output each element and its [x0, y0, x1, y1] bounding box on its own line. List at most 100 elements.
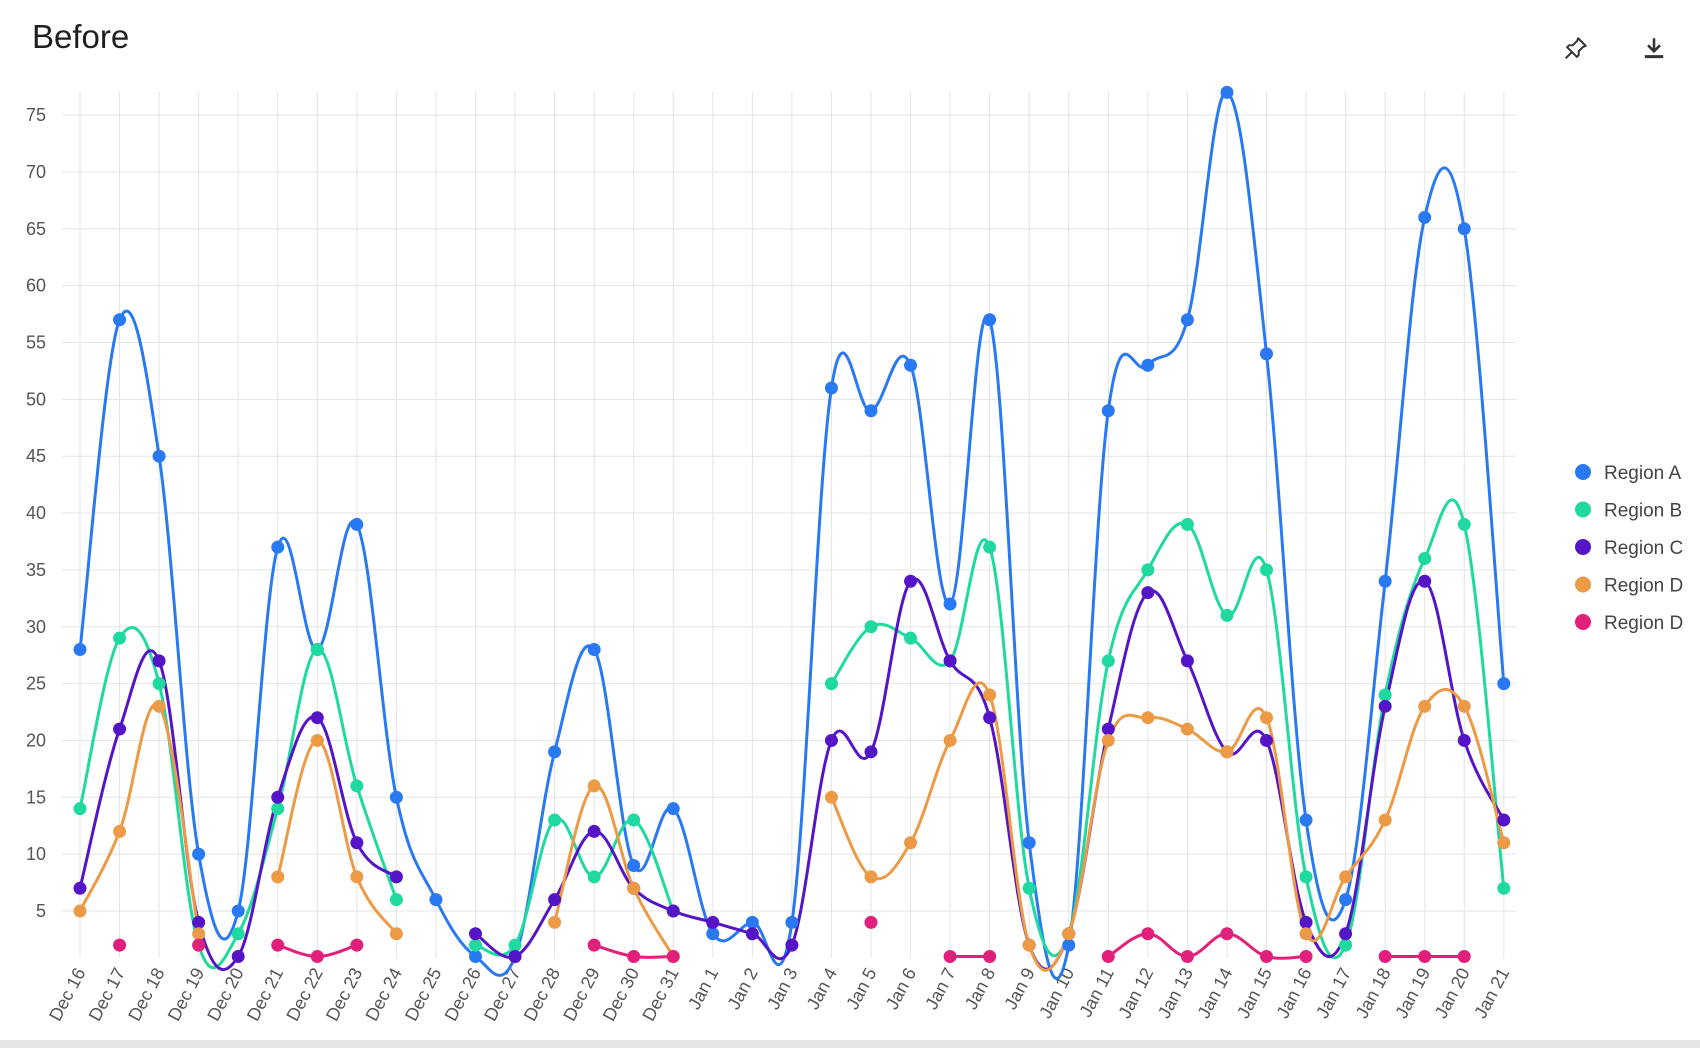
legend-label[interactable]: Region D	[1604, 613, 1683, 634]
data-point-series-1[interactable]	[1299, 813, 1313, 827]
data-point-series-4[interactable]	[1180, 722, 1194, 736]
data-point-series-3[interactable]	[548, 893, 562, 907]
data-point-series-5[interactable]	[350, 938, 364, 952]
data-point-series-4[interactable]	[152, 699, 166, 713]
data-point-series-3[interactable]	[1101, 722, 1115, 736]
data-point-series-2[interactable]	[824, 677, 838, 691]
data-point-series-4[interactable]	[548, 915, 562, 929]
data-point-series-1[interactable]	[1101, 404, 1115, 418]
data-point-series-5[interactable]	[627, 949, 641, 963]
legend-label[interactable]: Region A	[1604, 463, 1681, 484]
data-point-series-1[interactable]	[1378, 574, 1392, 588]
download-button[interactable]	[1634, 28, 1674, 68]
data-point-series-1[interactable]	[469, 949, 482, 963]
data-point-series-2[interactable]	[1378, 688, 1392, 702]
data-point-series-5[interactable]	[666, 949, 680, 963]
data-point-series-1[interactable]	[429, 893, 443, 907]
data-point-series-3[interactable]	[745, 927, 759, 941]
data-point-series-3[interactable]	[864, 745, 878, 759]
data-point-series-1[interactable]	[1022, 836, 1036, 850]
data-point-series-4[interactable]	[943, 733, 957, 747]
data-point-series-1[interactable]	[627, 859, 641, 873]
data-point-series-3[interactable]	[113, 722, 127, 736]
legend-marker[interactable]	[1575, 614, 1591, 630]
data-point-series-5[interactable]	[192, 938, 206, 952]
data-point-series-2[interactable]	[73, 802, 87, 816]
data-point-series-2[interactable]	[864, 620, 878, 634]
data-point-series-4[interactable]	[627, 881, 641, 895]
data-point-series-2[interactable]	[1220, 608, 1234, 622]
data-point-series-1[interactable]	[1418, 210, 1432, 224]
data-point-series-2[interactable]	[389, 893, 403, 907]
data-point-series-4[interactable]	[983, 688, 997, 702]
data-point-series-1[interactable]	[785, 915, 799, 929]
data-point-series-5[interactable]	[1260, 949, 1273, 963]
data-point-series-1[interactable]	[192, 847, 206, 861]
data-point-series-1[interactable]	[706, 927, 720, 941]
data-point-series-1[interactable]	[548, 745, 562, 759]
data-point-series-2[interactable]	[1299, 870, 1313, 884]
data-point-series-3[interactable]	[785, 938, 799, 952]
data-point-series-5[interactable]	[943, 949, 957, 963]
data-point-series-3[interactable]	[508, 949, 522, 963]
data-point-series-4[interactable]	[904, 836, 918, 850]
legend-label[interactable]: Region D	[1604, 576, 1683, 597]
data-point-series-1[interactable]	[943, 597, 957, 611]
data-point-series-5[interactable]	[587, 938, 601, 952]
data-point-series-2[interactable]	[469, 938, 482, 952]
data-point-series-1[interactable]	[1497, 677, 1511, 691]
data-point-series-1[interactable]	[1220, 85, 1234, 99]
data-point-series-2[interactable]	[1457, 517, 1471, 531]
data-point-series-4[interactable]	[1101, 733, 1115, 747]
data-point-series-3[interactable]	[469, 927, 482, 941]
data-point-series-1[interactable]	[1062, 938, 1076, 952]
data-point-series-3[interactable]	[904, 574, 918, 588]
data-point-series-3[interactable]	[1457, 733, 1471, 747]
data-point-series-2[interactable]	[1339, 938, 1353, 952]
data-point-series-3[interactable]	[1180, 654, 1194, 668]
data-point-series-3[interactable]	[1418, 574, 1432, 588]
data-point-series-4[interactable]	[310, 733, 324, 747]
legend-marker[interactable]	[1575, 576, 1591, 593]
data-point-series-1[interactable]	[983, 313, 997, 327]
data-point-series-4[interactable]	[587, 779, 601, 793]
data-point-series-3[interactable]	[271, 790, 285, 804]
data-point-series-1[interactable]	[73, 642, 87, 656]
data-point-series-4[interactable]	[864, 870, 878, 884]
data-point-series-4[interactable]	[1141, 711, 1155, 725]
data-point-series-3[interactable]	[310, 711, 324, 725]
data-point-series-3[interactable]	[824, 733, 838, 747]
data-point-series-3[interactable]	[1141, 586, 1155, 600]
data-point-series-2[interactable]	[1141, 563, 1155, 577]
data-point-series-3[interactable]	[983, 711, 997, 725]
data-point-series-2[interactable]	[1180, 517, 1194, 531]
data-point-series-5[interactable]	[271, 938, 285, 952]
data-point-series-2[interactable]	[113, 631, 127, 645]
data-point-series-1[interactable]	[271, 540, 285, 554]
data-point-series-5[interactable]	[310, 949, 324, 963]
data-point-series-1[interactable]	[904, 358, 918, 372]
data-point-series-5[interactable]	[1418, 949, 1432, 963]
data-point-series-3[interactable]	[192, 915, 206, 929]
data-point-series-2[interactable]	[231, 927, 245, 941]
data-point-series-2[interactable]	[548, 813, 562, 827]
data-point-series-1[interactable]	[864, 404, 878, 418]
data-point-series-4[interactable]	[73, 904, 87, 918]
data-point-series-4[interactable]	[1378, 813, 1392, 827]
data-point-series-4[interactable]	[113, 824, 127, 838]
data-point-series-2[interactable]	[350, 779, 364, 793]
data-point-series-3[interactable]	[943, 654, 957, 668]
data-point-series-5[interactable]	[983, 949, 997, 963]
data-point-series-2[interactable]	[1418, 552, 1432, 566]
data-point-series-4[interactable]	[271, 870, 285, 884]
data-point-series-4[interactable]	[350, 870, 364, 884]
data-point-series-4[interactable]	[192, 927, 206, 941]
data-point-series-4[interactable]	[1497, 836, 1511, 850]
data-point-series-1[interactable]	[745, 915, 759, 929]
data-point-series-2[interactable]	[627, 813, 641, 827]
data-point-series-4[interactable]	[1220, 745, 1234, 759]
data-point-series-1[interactable]	[1180, 313, 1194, 327]
data-point-series-3[interactable]	[706, 915, 720, 929]
data-point-series-3[interactable]	[1299, 915, 1313, 929]
data-point-series-2[interactable]	[1497, 881, 1511, 895]
